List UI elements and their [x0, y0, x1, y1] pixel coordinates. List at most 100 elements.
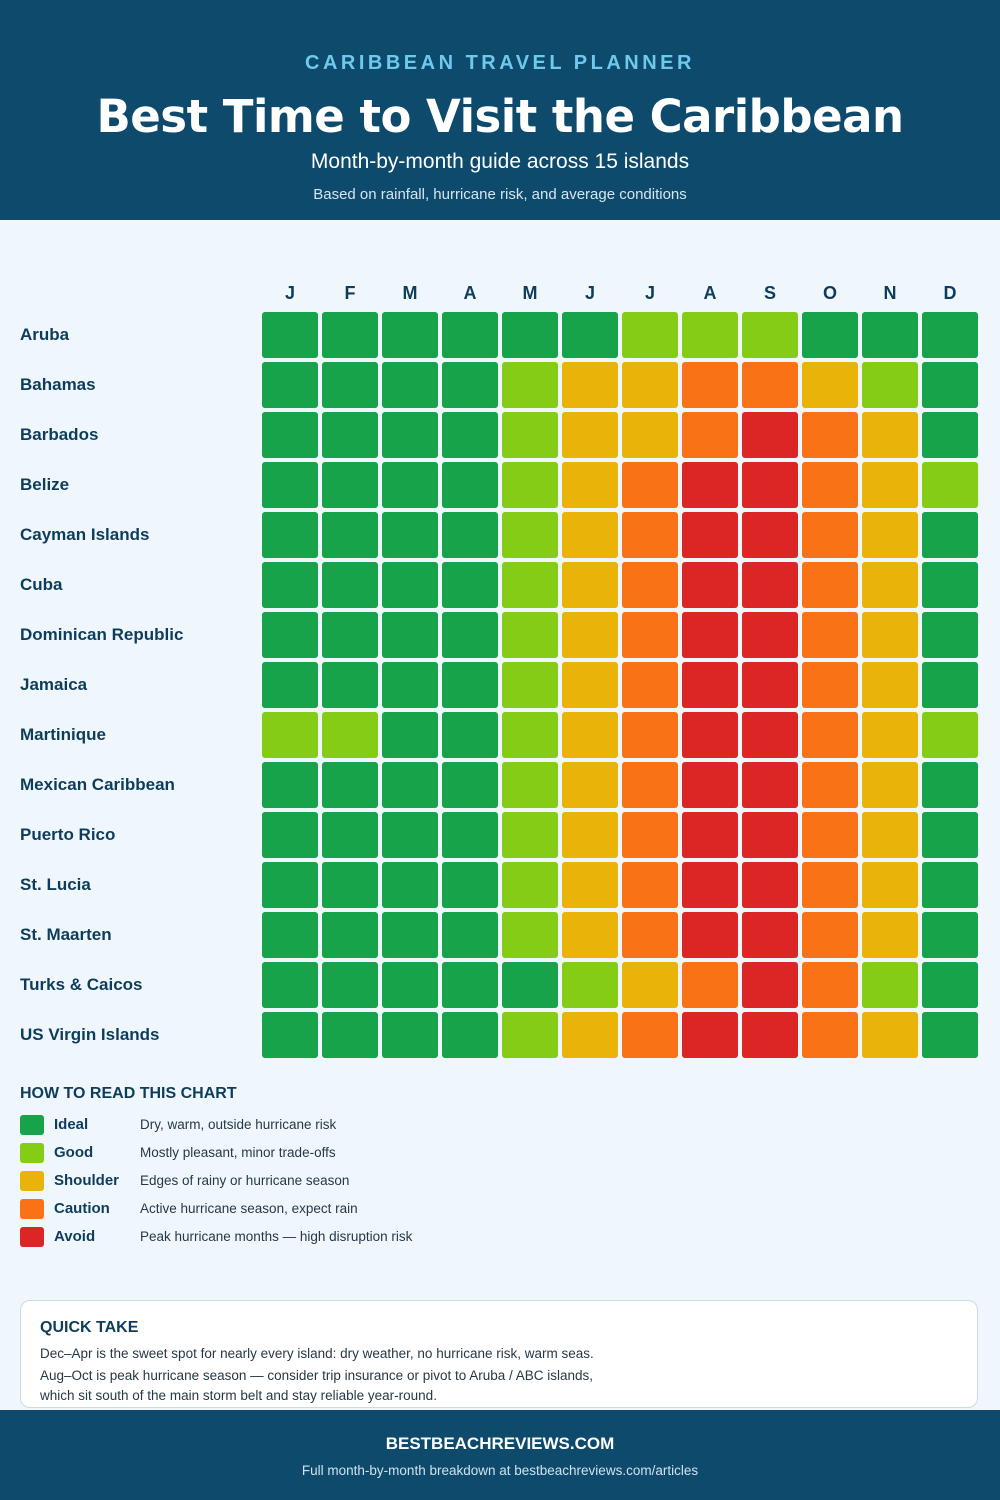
heatmap-cell	[442, 562, 498, 608]
heatmap-cell	[922, 762, 978, 808]
heatmap-cell	[442, 862, 498, 908]
heatmap-cell	[862, 662, 918, 708]
heatmap-cell	[802, 912, 858, 958]
heatmap-cell	[682, 362, 738, 408]
heatmap-cell	[862, 862, 918, 908]
legend-label: Ideal	[54, 1116, 89, 1133]
month-label: J	[284, 283, 295, 303]
heatmap-cell	[442, 1012, 498, 1058]
heatmap-cell	[862, 712, 918, 758]
heatmap-cell	[742, 462, 798, 508]
heatmap-cell	[742, 812, 798, 858]
heatmap-cell	[502, 462, 558, 508]
heatmap-cell	[922, 562, 978, 608]
heatmap-cell	[382, 812, 438, 858]
heatmap-cell	[382, 762, 438, 808]
heatmap-cell	[322, 412, 378, 458]
heatmap-cell	[622, 462, 678, 508]
heatmap-cell	[562, 412, 618, 458]
heatmap-cell	[862, 1012, 918, 1058]
heatmap-cell	[262, 912, 318, 958]
month-label: D	[943, 283, 957, 303]
month-label: S	[763, 283, 776, 303]
heatmap-cell	[262, 412, 318, 458]
heatmap-cell	[802, 712, 858, 758]
footer-brand[interactable]: BESTBEACHREVIEWS.COM	[385, 1434, 615, 1453]
month-label: O	[822, 283, 837, 303]
heatmap-cell	[262, 562, 318, 608]
quick-take-heading: QUICK TAKE	[40, 1319, 139, 1336]
heatmap-cell	[382, 462, 438, 508]
heatmap-cell	[382, 412, 438, 458]
heatmap-cell	[322, 562, 378, 608]
heatmap-cell	[622, 662, 678, 708]
month-label: M	[402, 283, 418, 303]
heatmap-cell	[562, 662, 618, 708]
island-label: Cuba	[20, 575, 63, 594]
heatmap-cell	[742, 712, 798, 758]
island-label: St. Maarten	[20, 925, 112, 944]
heatmap-cell	[262, 762, 318, 808]
island-label: Bahamas	[20, 375, 96, 394]
heatmap-cell	[442, 912, 498, 958]
heatmap-cell	[682, 662, 738, 708]
heatmap-cell	[502, 712, 558, 758]
heatmap-cell	[922, 462, 978, 508]
heatmap-cell	[682, 562, 738, 608]
header: CARIBBEAN TRAVEL PLANNER Best Time to Vi…	[0, 0, 1000, 220]
heatmap-cell	[502, 312, 558, 358]
heatmap-cell	[502, 962, 558, 1008]
legend-description: Dry, warm, outside hurricane risk	[140, 1117, 337, 1132]
heatmap-cell	[262, 362, 318, 408]
heatmap-cell	[322, 662, 378, 708]
legend-swatch	[20, 1227, 44, 1247]
legend-label: Good	[54, 1144, 94, 1161]
heatmap-cell	[442, 662, 498, 708]
heatmap-cell	[502, 862, 558, 908]
island-label: US Virgin Islands	[20, 1025, 160, 1044]
island-label: St. Lucia	[20, 875, 91, 894]
island-label: Mexican Caribbean	[20, 775, 175, 794]
heatmap-cell	[862, 362, 918, 408]
heatmap-cell	[922, 662, 978, 708]
heatmap-cell	[382, 962, 438, 1008]
heatmap-cell	[742, 662, 798, 708]
heatmap-cell	[922, 612, 978, 658]
heatmap-cell	[802, 812, 858, 858]
month-label: J	[644, 283, 655, 303]
heatmap-cell	[262, 612, 318, 658]
heatmap-cell	[742, 612, 798, 658]
heatmap-cell	[802, 462, 858, 508]
footer-note: Full month-by-month breakdown at bestbea…	[301, 1463, 699, 1478]
heatmap-cell	[862, 312, 918, 358]
heatmap-cell	[742, 912, 798, 958]
heatmap-cell	[682, 712, 738, 758]
heatmap-cell	[622, 562, 678, 608]
island-label: Turks & Caicos	[20, 975, 143, 994]
heatmap-cell	[682, 1012, 738, 1058]
heatmap-cell	[322, 962, 378, 1008]
heatmap-cell	[922, 912, 978, 958]
legend-heading: HOW TO READ THIS CHART	[20, 1085, 237, 1102]
heatmap-cell	[742, 312, 798, 358]
heatmap-cell	[922, 362, 978, 408]
heatmap-cell	[862, 762, 918, 808]
legend-description: Edges of rainy or hurricane season	[140, 1173, 350, 1188]
heatmap-cell	[862, 962, 918, 1008]
heatmap-cell	[262, 1012, 318, 1058]
heatmap-cell	[622, 812, 678, 858]
legend-description: Active hurricane season, expect rain	[140, 1201, 358, 1216]
heatmap-cell	[622, 912, 678, 958]
heatmap-cell	[502, 812, 558, 858]
month-label: A	[463, 283, 477, 303]
heatmap-cell	[622, 412, 678, 458]
heatmap-cell	[262, 962, 318, 1008]
heatmap-cell	[802, 862, 858, 908]
quick-take-card: QUICK TAKE Dec–Apr is the sweet spot for…	[20, 1300, 978, 1408]
heatmap-cell	[802, 762, 858, 808]
heatmap-cell	[802, 612, 858, 658]
heatmap-cell	[322, 312, 378, 358]
heatmap-cell	[922, 862, 978, 908]
heatmap-cell	[562, 712, 618, 758]
month-label: M	[522, 283, 538, 303]
